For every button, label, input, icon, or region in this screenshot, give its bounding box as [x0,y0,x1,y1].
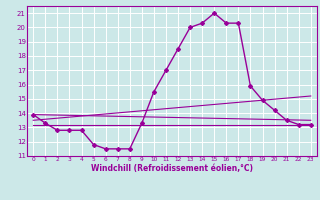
X-axis label: Windchill (Refroidissement éolien,°C): Windchill (Refroidissement éolien,°C) [91,164,253,173]
